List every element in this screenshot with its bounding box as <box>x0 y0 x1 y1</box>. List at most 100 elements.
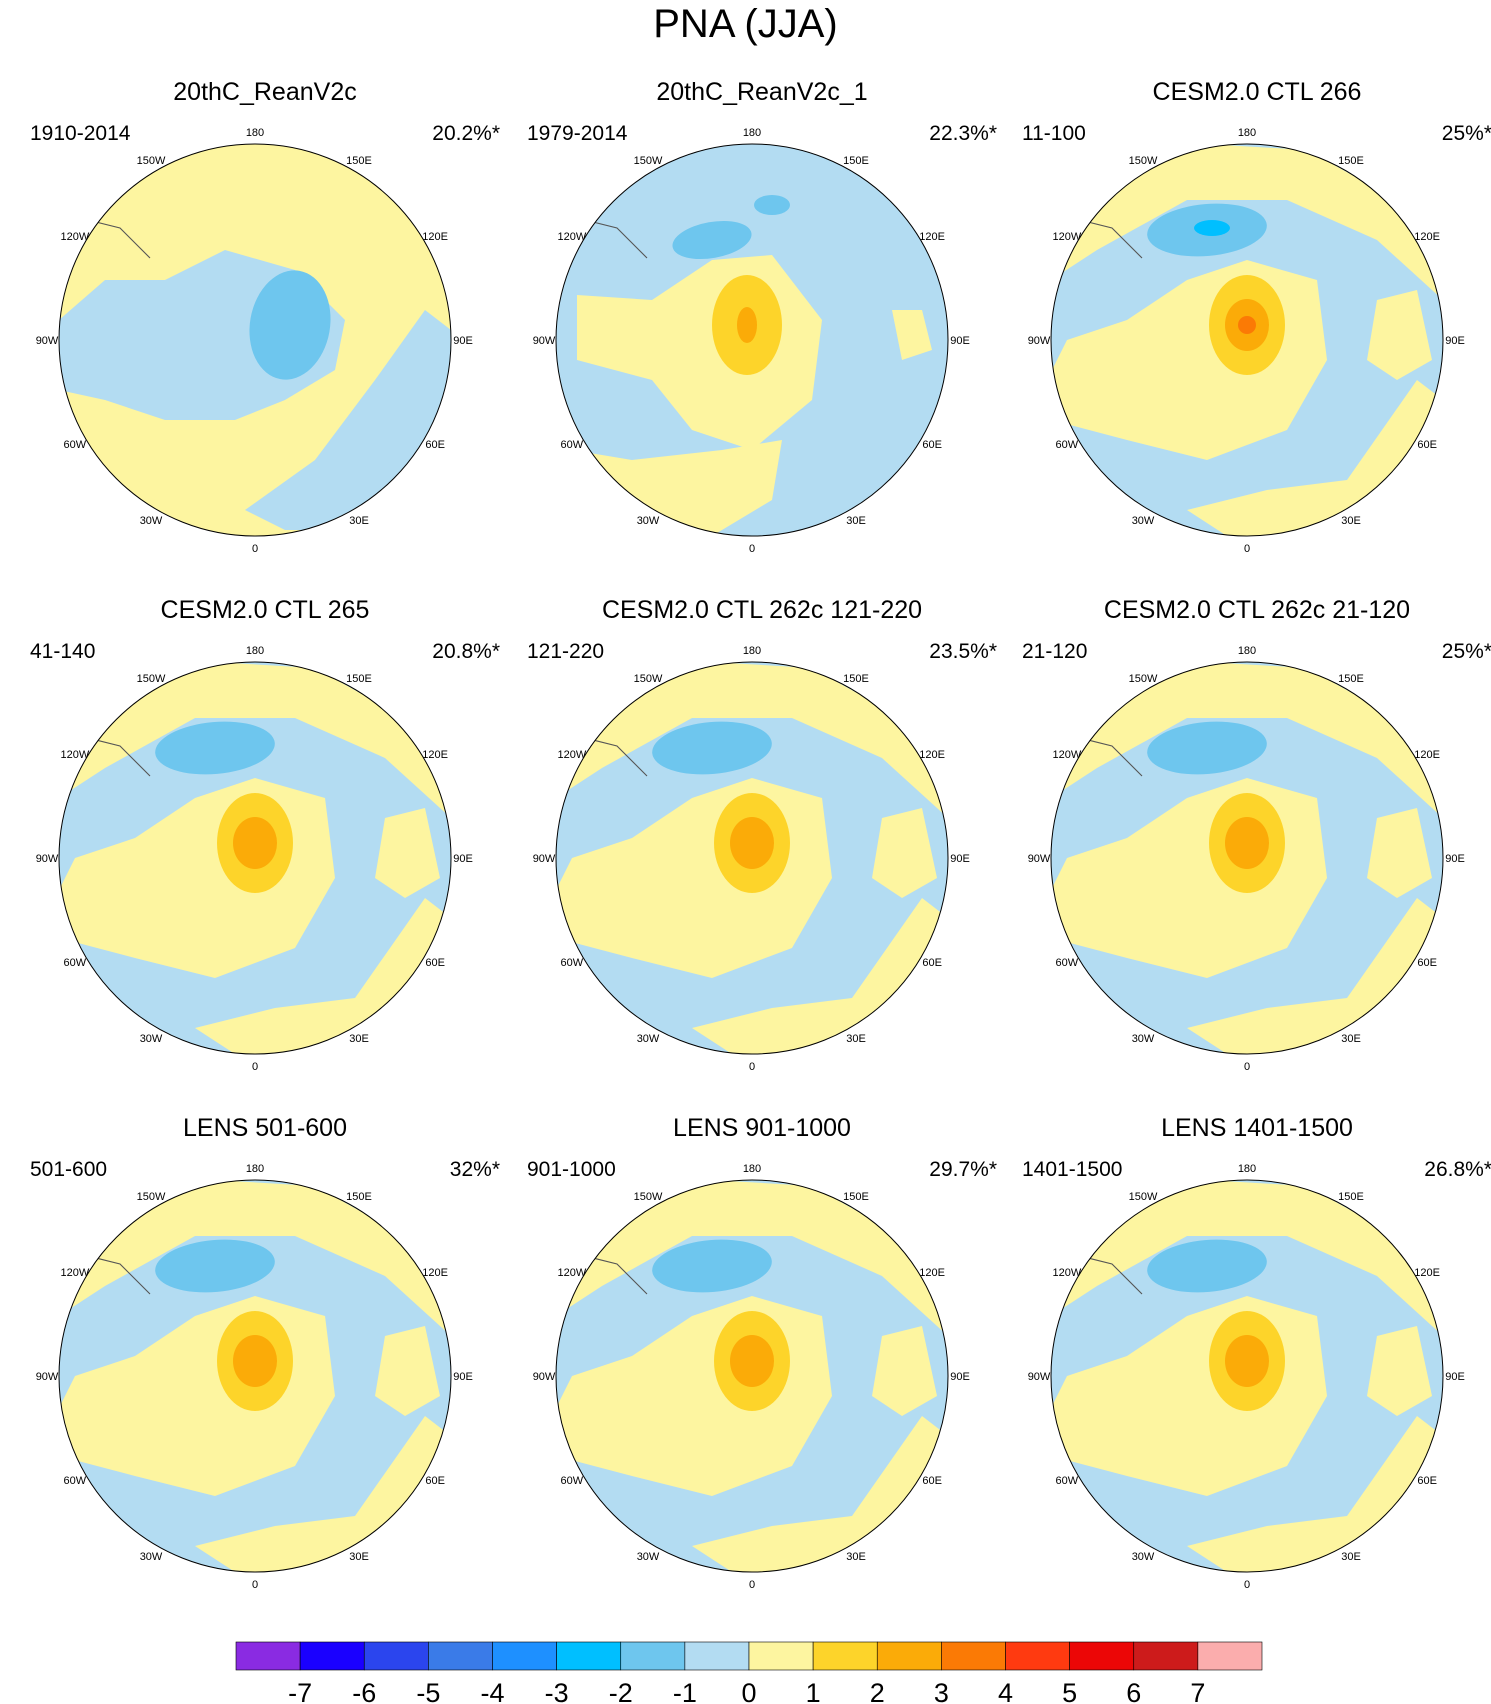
longitude-label: 90E <box>1445 1371 1465 1383</box>
longitude-label: 180 <box>743 1163 761 1175</box>
variance-percent: 29.7%* <box>929 1158 997 1181</box>
positive-anomaly <box>1051 662 1443 818</box>
colorbar-label: 1 <box>806 1678 821 1704</box>
longitude-label: 0 <box>1244 1061 1250 1073</box>
panel-title: CESM2.0 CTL 266 <box>1152 78 1362 106</box>
map-boundary <box>1050 1179 1444 1573</box>
map-panel: 180 150E 120E 90E 60E 30E 0 30W 60W 90W 120W 150W L… <box>527 1114 997 1634</box>
longitude-label: 30W <box>1132 1551 1155 1563</box>
positive-anomaly <box>59 662 451 818</box>
colorbar-label: -7 <box>288 1678 312 1704</box>
longitude-label: 60E <box>425 1475 445 1487</box>
longitude-label: 90W <box>533 1371 556 1383</box>
longitude-label: 60W <box>64 439 87 451</box>
panel-title: 20thC_ReanV2c <box>173 78 357 106</box>
map-panel: 180 150E 120E 90E 60E 30E 0 30W 60W 90W 120W 150W L… <box>30 1114 500 1634</box>
longitude-label: 120E <box>919 1267 945 1279</box>
colorbar-swatch <box>1069 1641 1135 1671</box>
longitude-label: 150W <box>1129 673 1158 685</box>
longitude-label: 60W <box>1056 439 1079 451</box>
longitude-label: 60E <box>1417 957 1437 969</box>
map-boundary <box>555 1179 949 1573</box>
longitude-label: 60W <box>561 439 584 451</box>
longitude-label: 120W <box>557 231 586 243</box>
longitude-label: 180 <box>1238 1163 1256 1175</box>
longitude-label: 90E <box>950 1371 970 1383</box>
positive-anomaly-core <box>730 817 774 869</box>
positive-anomaly <box>375 808 440 898</box>
positive-anomaly <box>1367 1326 1432 1416</box>
colorbar-swatch <box>428 1641 493 1671</box>
longitude-label: 150W <box>1129 155 1158 167</box>
longitude-label: 150W <box>137 155 166 167</box>
colorbar-label: -3 <box>545 1678 569 1704</box>
map-panel: 180 150E 120E 90E 60E 30E 0 30W 60W 90W 120W 150W 2… <box>527 78 997 598</box>
positive-anomaly-core <box>233 817 277 869</box>
longitude-label: 0 <box>1244 543 1250 555</box>
colorbar-swatch <box>941 1641 1006 1671</box>
longitude-label: 60W <box>1056 1475 1079 1487</box>
positive-anomaly <box>892 310 932 360</box>
longitude-label: 0 <box>1244 1579 1250 1591</box>
longitude-label: 0 <box>749 1579 755 1591</box>
map-panel: 180 150E 120E 90E 60E 30E 0 30W 60W 90W 120W 150W C… <box>1022 596 1491 1116</box>
polar-map: 180 150E 120E 90E 60E 30E 0 30W 60W 90W 120W 150W <box>1028 645 1465 1073</box>
panel-title: LENS 501-600 <box>182 1114 347 1142</box>
longitude-label: 60E <box>1417 1475 1437 1487</box>
variance-percent: 25%* <box>1441 640 1491 663</box>
colorbar-swatch <box>620 1641 686 1671</box>
longitude-label: 30W <box>1132 1033 1155 1045</box>
negative-anomaly-core <box>652 721 772 775</box>
colorbar-label: 6 <box>1126 1678 1141 1704</box>
period-label: 11-100 <box>1022 122 1086 145</box>
polar-map: 180 150E 120E 90E 60E 30E 0 30W 60W 90W 120W 150W <box>36 127 473 555</box>
variance-percent: 20.2%* <box>432 122 500 145</box>
positive-anomaly <box>1051 144 1443 300</box>
longitude-label: 150W <box>1129 1191 1158 1203</box>
panel-title: 20thC_ReanV2c_1 <box>656 78 868 106</box>
polar-map: 180 150E 120E 90E 60E 30E 0 30W 60W 90W 120W 150W <box>36 1163 473 1591</box>
longitude-label: 90E <box>950 335 970 347</box>
longitude-label: 150W <box>634 1191 663 1203</box>
longitude-label: 90E <box>453 853 473 865</box>
period-label: 121-220 <box>527 640 605 663</box>
colorbar-label: 4 <box>998 1678 1013 1704</box>
longitude-label: 30E <box>349 515 369 527</box>
map-boundary <box>1050 661 1444 1055</box>
longitude-label: 60E <box>425 439 445 451</box>
longitude-label: 90W <box>36 853 59 865</box>
map-boundary <box>555 143 949 537</box>
colorbar-label: -6 <box>352 1678 376 1704</box>
longitude-label: 90W <box>36 335 59 347</box>
longitude-label: 150W <box>137 673 166 685</box>
longitude-label: 90W <box>533 335 556 347</box>
positive-anomaly-core <box>233 1335 277 1387</box>
longitude-label: 0 <box>749 1061 755 1073</box>
longitude-label: 30E <box>1341 1551 1361 1563</box>
longitude-label: 60W <box>64 1475 87 1487</box>
longitude-label: 0 <box>749 543 755 555</box>
longitude-label: 180 <box>743 127 761 139</box>
longitude-label: 30W <box>637 1033 660 1045</box>
colorbar-label: 0 <box>741 1678 756 1704</box>
longitude-label: 180 <box>246 1163 264 1175</box>
longitude-label: 60W <box>64 957 87 969</box>
colorbar-swatch <box>1005 1641 1070 1671</box>
period-label: 1401-1500 <box>1022 1158 1123 1181</box>
positive-anomaly <box>872 1326 937 1416</box>
positive-anomaly <box>556 662 948 818</box>
longitude-label: 90W <box>1028 853 1051 865</box>
negative-anomaly-core <box>1147 721 1267 775</box>
longitude-label: 90E <box>453 335 473 347</box>
positive-anomaly <box>1051 1180 1443 1336</box>
polar-map: 180 150E 120E 90E 60E 30E 0 30W 60W 90W 120W 150W <box>36 645 473 1073</box>
longitude-label: 120W <box>60 1267 89 1279</box>
map-boundary <box>555 661 949 1055</box>
polar-map: 180 150E 120E 90E 60E 30E 0 30W 60W 90W 120W 150W <box>533 1163 970 1591</box>
longitude-label: 120E <box>422 1267 448 1279</box>
positive-anomaly-core <box>1225 817 1269 869</box>
negative-anomaly-core <box>754 195 790 215</box>
positive-anomaly <box>572 440 782 536</box>
longitude-label: 30W <box>1132 515 1155 527</box>
colorbar-swatch <box>1133 1641 1199 1671</box>
